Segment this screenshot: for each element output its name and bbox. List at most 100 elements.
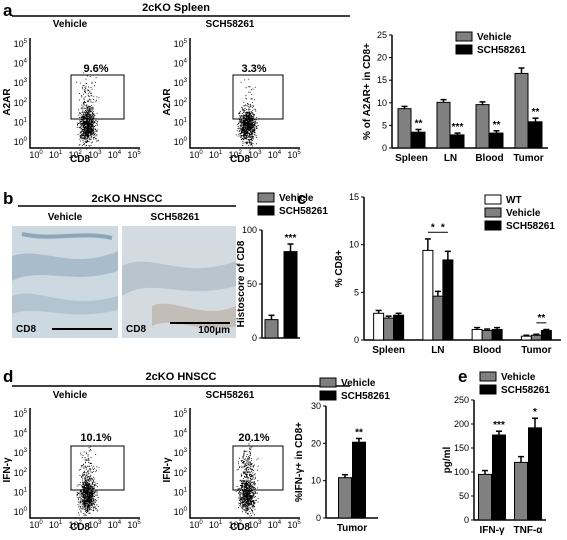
- flow-ytick-label: 105: [174, 409, 188, 419]
- flow-ytick-label: 100: [174, 507, 188, 517]
- legend-label: Vehicle: [477, 32, 512, 43]
- flow-axes: [189, 408, 300, 519]
- legend-swatch: [257, 192, 275, 203]
- bar: [373, 312, 385, 341]
- flow-ytick-label: 100: [14, 137, 28, 147]
- significance-label: **: [493, 120, 501, 131]
- flow-d1-pct: 10.1%: [80, 432, 111, 444]
- chart-c: 0 5 10 15 % CD8+ Spleen LN Blood Tumor WT Vehicle S…: [334, 192, 561, 356]
- flow-ytick-label: 100: [14, 507, 28, 517]
- flow-d2-title: SCH58261: [206, 390, 255, 401]
- y-tick-label: 15: [377, 75, 387, 85]
- y-axis-label: % CD8+: [334, 250, 345, 288]
- y-axis-label: % of A2AR+ in CD8+: [362, 43, 373, 140]
- flow-ytick-label: 101: [14, 117, 28, 127]
- legend-label: SCH58261: [341, 391, 390, 402]
- flow-ytick-label: 100: [174, 137, 188, 147]
- flow-xtick-label: 100: [29, 520, 43, 530]
- legend-swatch: [484, 194, 502, 205]
- significance-label: **: [355, 427, 363, 438]
- panel-b-header: 2cKO HNSCC: [92, 193, 163, 205]
- flow-ytick-label: 103: [174, 78, 188, 88]
- flow-ytick-label: 105: [14, 39, 28, 49]
- scale-bar-label: 100μm: [198, 325, 230, 336]
- bar: [450, 134, 465, 149]
- x-tick-label: LN: [431, 345, 444, 356]
- x-tick-label: LN: [444, 153, 457, 164]
- flow-ytick-label: 105: [14, 409, 28, 419]
- significance-label: *: [441, 222, 445, 233]
- chart-e: 0 50 100 150 200 250 pg/ml IFN-γ *** TNF-α * Vehicl…: [442, 371, 550, 536]
- flow-ytick-label: 103: [14, 448, 28, 458]
- flow-xtick-label: 103: [248, 520, 262, 530]
- significance-label: *: [431, 222, 435, 233]
- flow-axes: [29, 38, 140, 149]
- flow-ytick-label: 102: [14, 468, 28, 478]
- y-tick-label: 10: [349, 240, 359, 250]
- significance-label: ***: [493, 420, 505, 431]
- flow-ytick-label: 104: [14, 59, 28, 69]
- bar: [471, 329, 483, 341]
- y-axis-label: pg/ml: [442, 446, 453, 473]
- flow-ytick-label: 103: [14, 78, 28, 88]
- flow-a1-pct: 9.6%: [83, 63, 108, 75]
- flow-xtick-label: 105: [127, 520, 141, 530]
- bar: [528, 121, 543, 149]
- histo-sch-title: SCH58261: [151, 212, 200, 223]
- y-tick-label: 5: [354, 287, 359, 297]
- significance-label: **: [415, 118, 423, 129]
- panel-d-header: 2cKO HNSCC: [146, 371, 217, 383]
- x-tick-label: Tumor: [337, 523, 367, 534]
- flow-ytick-label: 101: [14, 487, 28, 497]
- bar: [397, 108, 412, 149]
- tissue-texture-vehicle: [12, 226, 118, 338]
- y-tick-label: 200: [454, 419, 469, 429]
- flow-xtick-label: 102: [229, 520, 243, 530]
- x-tick-label: Spleen: [372, 345, 405, 356]
- flow-xtick-label: 104: [108, 520, 122, 530]
- bar: [540, 329, 552, 341]
- y-tick-label: 0: [382, 143, 387, 153]
- significance-label: ***: [285, 233, 297, 244]
- legend-label: WT: [506, 195, 522, 206]
- bar: [352, 441, 366, 519]
- flow-xtick-label: 105: [287, 520, 301, 530]
- histology-image-sch58261: CD8 100μm: [122, 226, 236, 338]
- gate-box: [232, 445, 284, 491]
- bar: [475, 104, 490, 149]
- flow-ytick-label: 104: [174, 59, 188, 69]
- flow-ytick-label: 102: [14, 98, 28, 108]
- bar: [422, 249, 434, 341]
- x-tick-label: Blood: [475, 153, 503, 164]
- bar: [436, 101, 451, 149]
- y-tick-label: 0: [316, 513, 321, 523]
- flow-d2-ylabel: IFN-γ: [162, 457, 173, 482]
- flow-xtick-label: 101: [49, 520, 63, 530]
- flow-xtick-label: 103: [88, 520, 102, 530]
- flow-d1-ylabel: IFN-γ: [2, 457, 13, 482]
- significance-label: *: [533, 407, 537, 418]
- flow-a1-xlabel: CD8: [70, 154, 90, 165]
- flow-ytick-label: 104: [14, 429, 28, 439]
- y-tick-label: 30: [311, 401, 321, 411]
- flow-ytick-label: 102: [174, 98, 188, 108]
- bar: [481, 329, 493, 341]
- y-tick-label: 0: [252, 333, 257, 343]
- flow-a2-pct: 3.3%: [241, 63, 266, 75]
- flow-events: [76, 72, 100, 150]
- flow-xtick-label: 104: [268, 150, 282, 160]
- flow-ytick-label: 102: [174, 468, 188, 478]
- flow-xtick-label: 101: [49, 150, 63, 160]
- y-tick-label: 150: [454, 443, 469, 453]
- flow-a1-title: Vehicle: [53, 19, 88, 30]
- flow-d2-xlabel: CD8: [230, 522, 250, 533]
- y-tick-label: 15: [349, 192, 359, 202]
- bar: [432, 295, 444, 341]
- flow-xtick-label: 104: [268, 520, 282, 530]
- y-tick-label: 10: [311, 476, 321, 486]
- flow-xtick-label: 103: [248, 150, 262, 160]
- legend-label: Vehicle: [506, 208, 541, 219]
